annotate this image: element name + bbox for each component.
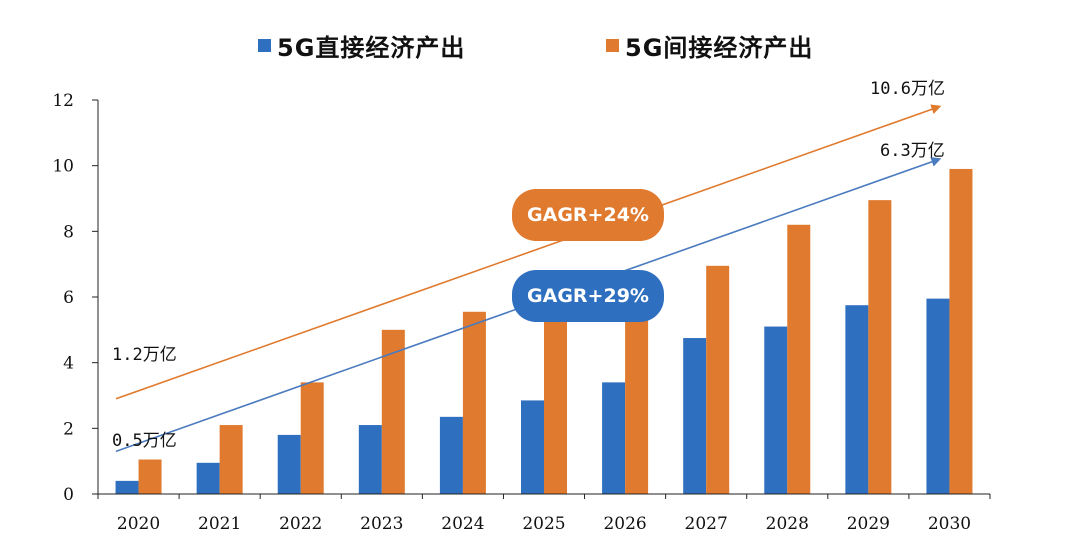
- trend-arrow-indirect: [115, 104, 942, 400]
- x-tick-label: 2026: [603, 514, 646, 534]
- legend-label-indirect: 5G间接经济产出: [625, 34, 814, 62]
- bar-direct-2028: [764, 326, 788, 494]
- bar-indirect-2022: [300, 382, 324, 494]
- annotation-indirect-start: 1.2万亿: [112, 345, 177, 365]
- bar-indirect-2027: [706, 265, 730, 494]
- legend-item-direct: 5G直接经济产出: [258, 28, 465, 63]
- chart-legend: 5G直接经济产出 5G间接经济产出: [0, 28, 1080, 68]
- bar-indirect-2030: [949, 168, 973, 494]
- bar-direct-2030: [926, 298, 950, 494]
- y-tick-label: 2: [63, 419, 74, 439]
- bar-direct-2022: [277, 434, 301, 494]
- legend-label-direct: 5G直接经济产出: [277, 34, 466, 62]
- x-tick-label: 2027: [685, 514, 728, 534]
- bar-direct-2024: [439, 416, 463, 494]
- y-tick-label: 6: [63, 288, 74, 308]
- annotation-indirect-end: 10.6万亿: [870, 79, 945, 99]
- x-tick-label: 2022: [279, 514, 322, 534]
- x-tick-label: 2029: [847, 514, 890, 534]
- bar-direct-2027: [683, 338, 707, 494]
- cagr-badge-direct: GAGR+29%: [512, 270, 664, 322]
- bar-indirect-2024: [462, 311, 486, 494]
- bar-indirect-2029: [868, 200, 892, 494]
- y-tick-label: 10: [52, 157, 74, 177]
- legend-swatch-direct: [258, 39, 271, 52]
- bar-direct-2025: [521, 400, 544, 494]
- x-tick-label: 2024: [441, 514, 484, 534]
- x-tick-label: 2028: [766, 514, 809, 534]
- x-tick-label: 2021: [198, 514, 241, 534]
- bar-indirect-2025: [544, 300, 567, 494]
- bar-direct-2026: [602, 382, 626, 494]
- legend-swatch-indirect: [606, 39, 619, 52]
- y-tick-label: 8: [63, 222, 74, 242]
- y-tick-label: 12: [52, 91, 74, 111]
- bar-direct-2021: [196, 462, 220, 494]
- x-tick-label: 2030: [928, 514, 971, 534]
- bar-indirect-2020: [138, 459, 162, 494]
- x-tick-label: 2020: [117, 514, 160, 534]
- x-tick-label: 2023: [360, 514, 403, 534]
- legend-item-indirect: 5G间接经济产出: [606, 28, 813, 63]
- x-tick-label: 2025: [522, 514, 565, 534]
- bar-indirect-2021: [219, 425, 243, 494]
- bar-direct-2020: [115, 480, 139, 494]
- bar-direct-2029: [845, 305, 869, 494]
- y-tick-label: 4: [63, 354, 74, 374]
- annotation-direct-end: 6.3万亿: [880, 141, 945, 161]
- bar-indirect-2026: [625, 298, 649, 494]
- bar-indirect-2028: [787, 224, 811, 494]
- bar-direct-2023: [358, 425, 382, 494]
- y-tick-label: 0: [63, 485, 74, 505]
- cagr-badge-indirect: GAGR+24%: [512, 189, 664, 241]
- annotation-direct-start: 0.5万亿: [112, 431, 177, 451]
- bar-indirect-2023: [381, 329, 405, 494]
